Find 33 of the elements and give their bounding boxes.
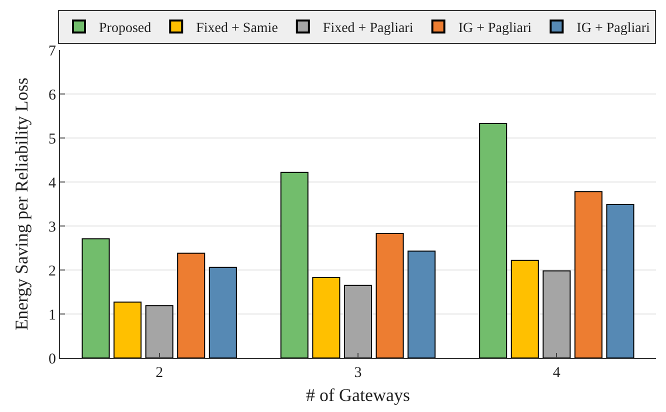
- legend-label: Fixed + Samie: [196, 20, 278, 36]
- bar: [606, 204, 634, 358]
- bar: [312, 276, 340, 358]
- y-tick-label: 5: [48, 131, 56, 148]
- x-tick-label: 2: [156, 365, 164, 381]
- legend-label: Fixed + Pagliari: [322, 20, 414, 36]
- legend-label: IG + Pagliari: [576, 20, 650, 36]
- bar: [479, 122, 508, 358]
- bar: [376, 232, 404, 358]
- bar: [344, 284, 372, 358]
- y-tick-label: 1: [48, 307, 56, 324]
- bar: [82, 238, 110, 358]
- legend-label: Proposed: [99, 20, 152, 36]
- bar: [408, 250, 436, 358]
- bar: [114, 302, 142, 358]
- legend-label: IG + Pagliari: [458, 20, 532, 36]
- bar: [280, 172, 308, 358]
- y-tick-label: 2: [48, 263, 56, 280]
- bar: [574, 191, 602, 358]
- y-tick-label: 4: [48, 175, 56, 192]
- x-tick-label: 4: [552, 365, 561, 381]
- y-axis-title: Energy Saving per Reliability Loss: [12, 78, 32, 330]
- y-tick-label: 3: [48, 219, 56, 236]
- bar: [542, 270, 571, 358]
- x-tick-label: 3: [354, 365, 362, 381]
- x-axis-title: # of Gateways: [306, 385, 410, 406]
- y-tick-label: 0: [48, 351, 56, 368]
- y-tick-label: 7: [48, 43, 56, 60]
- bar: [177, 252, 206, 358]
- bar: [510, 260, 539, 358]
- bar: [208, 266, 237, 358]
- bar: [145, 305, 174, 358]
- y-tick-label: 6: [48, 87, 56, 104]
